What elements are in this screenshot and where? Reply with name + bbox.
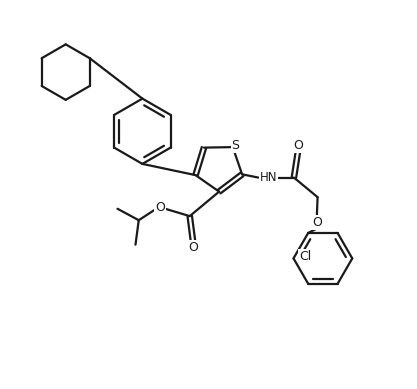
Text: Cl: Cl xyxy=(299,250,311,263)
Text: HN: HN xyxy=(260,171,277,184)
Text: O: O xyxy=(312,216,322,230)
Text: S: S xyxy=(231,139,240,152)
Text: O: O xyxy=(156,201,165,214)
Text: O: O xyxy=(188,241,198,254)
Text: O: O xyxy=(294,139,303,152)
